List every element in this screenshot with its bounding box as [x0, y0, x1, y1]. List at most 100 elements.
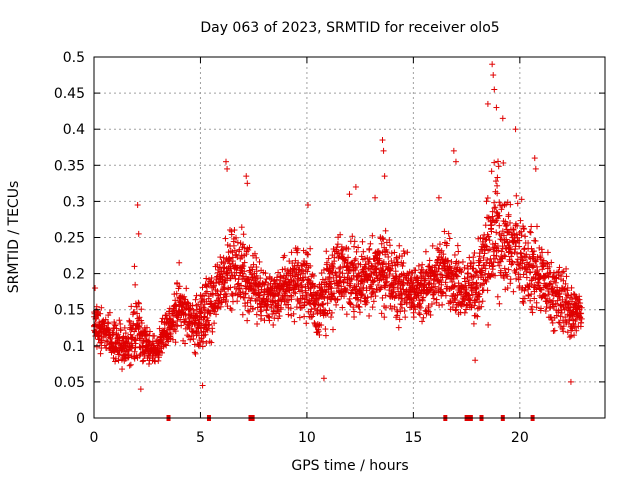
data-point: [350, 304, 357, 311]
data-point: [278, 304, 285, 311]
data-point: [126, 362, 133, 369]
data-point: [235, 286, 242, 293]
data-point: [146, 328, 153, 335]
data-point: [182, 340, 189, 347]
data-point: [366, 312, 373, 319]
data-point: [193, 292, 200, 299]
data-point: [249, 266, 256, 273]
data-point: [227, 284, 234, 291]
data-point: [223, 293, 230, 300]
data-point: [244, 307, 251, 314]
data-point: [240, 231, 247, 238]
data-point: [324, 259, 331, 266]
data-point: [254, 320, 261, 327]
data-point: [315, 295, 322, 302]
data-point: [201, 313, 208, 320]
data-point: [369, 263, 376, 270]
data-point: [116, 351, 123, 358]
data-point: [224, 272, 231, 279]
data-point: [238, 224, 245, 231]
data-point: [352, 255, 359, 262]
data-point: [127, 361, 134, 368]
data-point: [246, 308, 253, 315]
data-point: [169, 336, 176, 343]
data-point: [288, 249, 295, 256]
data-point: [275, 292, 282, 299]
data-point: [294, 249, 301, 256]
data-point: [222, 297, 229, 304]
data-point: [184, 299, 191, 306]
data-point: [330, 264, 337, 271]
data-point: [303, 260, 310, 267]
data-point: [173, 290, 180, 297]
data-point: [125, 354, 132, 361]
data-point: [296, 314, 303, 321]
data-point: [203, 283, 210, 290]
data-point: [266, 317, 273, 324]
data-point: [333, 301, 340, 308]
data-point: [162, 341, 169, 348]
data-point: [300, 302, 307, 309]
data-point: [348, 289, 355, 296]
data-point: [352, 266, 359, 273]
data-point: [211, 320, 218, 327]
data-point: [172, 322, 179, 329]
data-point: [297, 304, 304, 311]
data-point: [240, 263, 247, 270]
data-point: [359, 291, 366, 298]
data-point: [170, 321, 177, 328]
data-point: [183, 285, 190, 292]
data-point: [363, 287, 370, 294]
data-point: [270, 321, 277, 328]
data-point: [328, 309, 335, 316]
data-point: [263, 276, 270, 283]
data-point: [343, 311, 350, 318]
data-point: [236, 246, 243, 253]
data-point: [192, 296, 199, 303]
data-point: [112, 322, 119, 329]
data-point: [136, 324, 143, 331]
data-point: [273, 280, 280, 287]
data-point: [363, 299, 370, 306]
data-point: [117, 326, 124, 333]
data-point: [303, 320, 310, 327]
data-point: [140, 357, 147, 364]
data-point: [360, 248, 367, 255]
data-point: [345, 254, 352, 261]
data-point: [174, 279, 181, 286]
data-point: [307, 262, 314, 269]
data-point: [176, 283, 183, 290]
data-point: [121, 324, 128, 331]
data-point: [311, 319, 318, 326]
data-point: [318, 322, 325, 329]
data-point: [304, 268, 311, 275]
data-point: [330, 326, 337, 333]
data-point: [309, 271, 316, 278]
data-point: [154, 337, 161, 344]
data-point: [105, 320, 112, 327]
data-point: [262, 270, 269, 277]
data-point: [93, 303, 100, 310]
data-point: [345, 245, 352, 252]
data-point: [186, 306, 193, 313]
data-point: [152, 358, 159, 365]
data-point: [238, 264, 245, 271]
data-point: [265, 313, 272, 320]
data-point: [247, 285, 254, 292]
data-point: [190, 336, 197, 343]
data-point: [293, 304, 300, 311]
data-point: [365, 265, 372, 272]
data-point: [139, 358, 146, 365]
data-point: [207, 310, 214, 317]
data-point: [310, 311, 317, 318]
data-point: [145, 351, 152, 358]
data-point: [115, 347, 122, 354]
data-point: [228, 231, 235, 238]
data-point: [329, 260, 336, 267]
data-point: [203, 339, 210, 346]
data-point: [304, 250, 311, 257]
data-point: [93, 343, 100, 350]
